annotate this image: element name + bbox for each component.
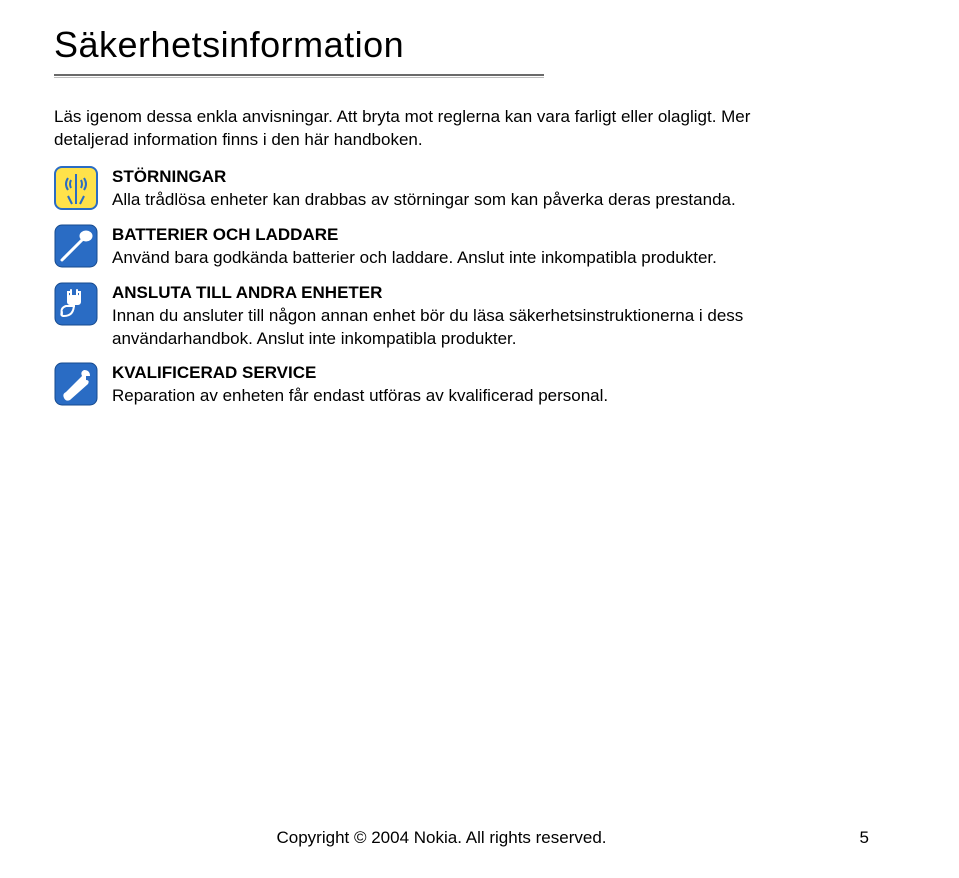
- footer-copyright: Copyright © 2004 Nokia. All rights reser…: [54, 828, 829, 848]
- item-heading: STÖRNINGAR: [112, 167, 226, 186]
- page-title: Säkerhetsinformation: [54, 24, 869, 74]
- connect-icon: [54, 282, 98, 326]
- item-body: Reparation av enheten får endast utföras…: [112, 386, 608, 405]
- service-icon: [54, 362, 98, 406]
- item-heading: ANSLUTA TILL ANDRA ENHETER: [112, 283, 382, 302]
- safety-item-service: KVALIFICERAD SERVICE Reparation av enhet…: [54, 362, 834, 408]
- safety-item-battery: BATTERIER OCH LADDARE Använd bara godkän…: [54, 224, 834, 270]
- page-footer: Copyright © 2004 Nokia. All rights reser…: [0, 828, 959, 848]
- item-heading: KVALIFICERAD SERVICE: [112, 363, 316, 382]
- safety-item-interference: STÖRNINGAR Alla trådlösa enheter kan dra…: [54, 166, 834, 212]
- battery-icon: [54, 224, 98, 268]
- item-body: Använd bara godkända batterier och ladda…: [112, 248, 717, 267]
- interference-icon: [54, 166, 98, 210]
- item-body: Alla trådlösa enheter kan drabbas av stö…: [112, 190, 736, 209]
- item-heading: BATTERIER OCH LADDARE: [112, 225, 338, 244]
- item-body: Innan du ansluter till någon annan enhet…: [112, 306, 743, 348]
- safety-item-connect: ANSLUTA TILL ANDRA ENHETER Innan du ansl…: [54, 282, 834, 351]
- footer-page-number: 5: [829, 828, 869, 848]
- title-underline: [54, 74, 544, 78]
- intro-text: Läs igenom dessa enkla anvisningar. Att …: [54, 106, 814, 152]
